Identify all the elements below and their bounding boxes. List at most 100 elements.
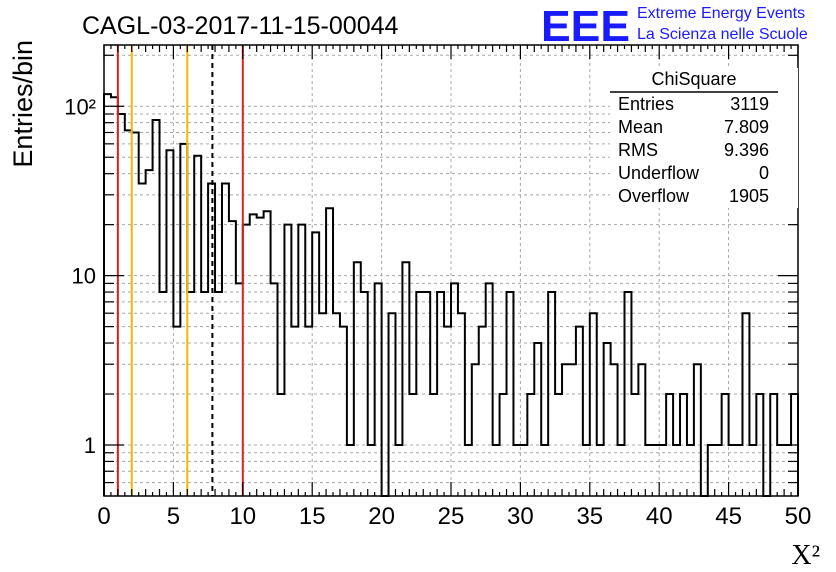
stats-row-value: 3119 xyxy=(730,94,769,114)
histogram-bin xyxy=(777,445,784,496)
histogram-bin xyxy=(722,394,729,496)
axes: 0 5 10 15 20 25 30 35 40 45 50 1 10 10² xyxy=(64,44,811,530)
x-tick-label: 35 xyxy=(576,503,603,530)
histogram-bin xyxy=(236,283,243,496)
histogram-bin xyxy=(652,445,659,496)
histogram-bin xyxy=(562,364,569,496)
histogram-bin xyxy=(465,445,472,496)
histogram-bin xyxy=(513,445,520,496)
histogram-bin xyxy=(104,94,111,496)
histogram-bin xyxy=(437,292,444,496)
x-tick-label: 5 xyxy=(167,503,180,530)
histogram-bin xyxy=(604,343,611,496)
x-tick-label: 25 xyxy=(438,503,465,530)
y-axis-label: Entries/bin xyxy=(8,40,38,168)
stats-title: ChiSquare xyxy=(651,69,736,89)
stats-row-value: 0 xyxy=(759,163,769,183)
histogram-bin xyxy=(180,144,187,496)
histogram-bin xyxy=(451,283,458,496)
histogram-bin xyxy=(694,364,701,496)
histogram-bin xyxy=(215,292,222,496)
histogram-bin xyxy=(298,225,305,496)
histogram-bin xyxy=(638,364,645,496)
histogram-bin xyxy=(458,313,465,496)
histogram-bin xyxy=(194,156,201,496)
histogram-bin xyxy=(659,445,666,496)
histogram-outline xyxy=(103,93,799,497)
histogram-bin xyxy=(493,445,500,496)
histogram-bin xyxy=(666,394,673,496)
histogram-bin xyxy=(680,394,687,496)
histogram-bin xyxy=(312,232,319,496)
histogram-bin xyxy=(611,364,618,496)
histogram-bin xyxy=(402,262,409,496)
histogram-bin xyxy=(708,445,715,496)
histogram-bin xyxy=(645,445,652,496)
histogram xyxy=(103,93,799,497)
histogram-bin xyxy=(507,292,514,496)
histogram-bin xyxy=(347,445,354,496)
histogram-bin xyxy=(715,445,722,496)
histogram-bin xyxy=(541,445,548,496)
histogram-bin xyxy=(472,364,479,496)
histogram-bin xyxy=(208,183,215,496)
chart-title: CAGL-03-2017-11-15-00044 xyxy=(82,12,399,40)
histogram-bin xyxy=(166,150,173,496)
histogram-bin xyxy=(548,292,555,496)
histogram-bin xyxy=(527,394,534,496)
histogram-bin xyxy=(430,394,437,496)
histogram-bin xyxy=(229,221,236,496)
histogram-bin xyxy=(243,225,250,496)
histogram-bin xyxy=(479,327,486,496)
histogram-bin xyxy=(389,313,396,496)
histogram-bin xyxy=(756,394,763,496)
histogram-bin xyxy=(305,327,312,496)
histogram-bin xyxy=(618,445,625,496)
histogram-bin xyxy=(673,445,680,496)
stats-row-label: Mean xyxy=(618,117,663,137)
histogram-bin xyxy=(354,262,361,496)
histogram-bin xyxy=(520,445,527,496)
histogram-bin xyxy=(625,292,632,496)
stats-row-value: 1905 xyxy=(729,186,769,206)
histogram-bin xyxy=(222,183,229,496)
histogram-bin xyxy=(153,120,160,496)
x-axis-label: X² xyxy=(791,540,820,571)
histogram-bin xyxy=(742,313,749,496)
histogram-bin xyxy=(555,394,562,496)
y-tick-label: 10² xyxy=(64,94,96,119)
histogram-bin xyxy=(271,283,278,496)
stats-row-label: Underflow xyxy=(618,163,700,183)
histogram-bin xyxy=(416,292,423,496)
logo-line2: La Scienza nelle Scuole xyxy=(637,26,808,43)
histogram-bin xyxy=(583,445,590,496)
histogram-bin xyxy=(160,292,167,496)
histogram-bin xyxy=(257,218,264,496)
histogram-bin xyxy=(736,445,743,496)
histogram-bin xyxy=(770,394,777,496)
histogram-bin xyxy=(319,313,326,496)
histogram-bin xyxy=(173,327,180,496)
histogram-bin xyxy=(291,327,298,496)
stats-box: ChiSquare Entries 3119 Mean 7.809 RMS 9.396 Un… xyxy=(610,68,798,208)
histogram-bin xyxy=(395,445,402,496)
logo-line1: Extreme Energy Events xyxy=(637,5,805,22)
histogram-bin xyxy=(409,394,416,496)
histogram-bin xyxy=(250,214,257,496)
histogram-bin xyxy=(749,445,756,496)
stats-row-label: RMS xyxy=(618,140,658,160)
histogram-bin xyxy=(125,130,132,496)
histogram-bin xyxy=(340,327,347,496)
histogram-bin xyxy=(326,208,333,496)
stats-row-label: Overflow xyxy=(618,186,690,206)
histogram-bin xyxy=(444,327,451,496)
histogram-bin xyxy=(278,394,285,496)
x-tick-label: 30 xyxy=(507,503,534,530)
stats-row-value: 7.809 xyxy=(724,117,769,137)
x-tick-label: 10 xyxy=(229,503,256,530)
histogram-bin xyxy=(500,394,507,496)
histogram-bin xyxy=(284,225,291,496)
x-tick-label: 45 xyxy=(715,503,742,530)
stats-row-value: 9.396 xyxy=(724,140,769,160)
